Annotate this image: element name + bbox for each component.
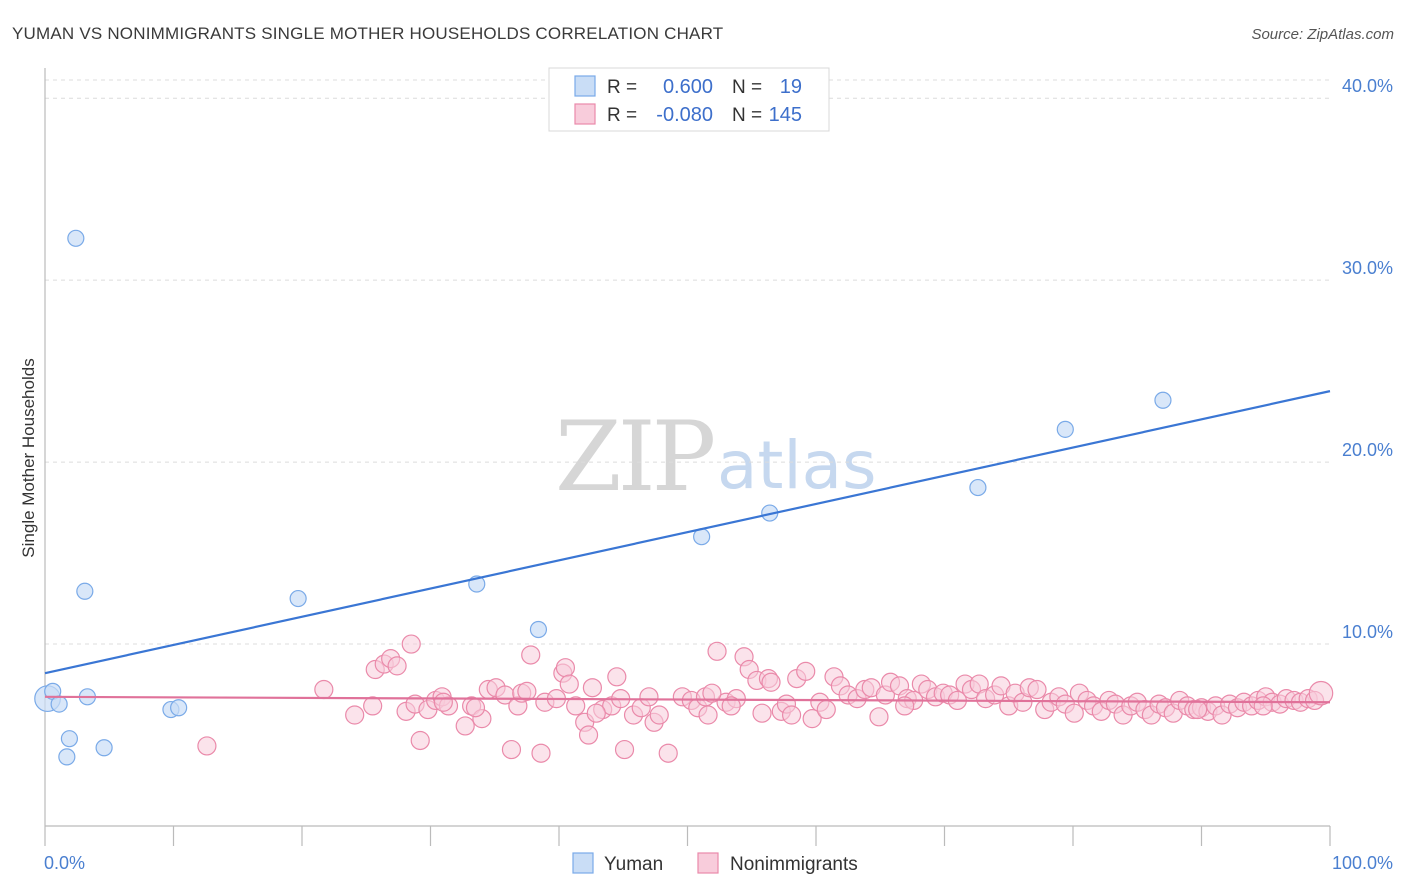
bottom-legend-label-yuman: Yuman: [604, 854, 663, 875]
bottom-legend-swatch-yuman: [572, 852, 594, 874]
nonimmigrants-point: [465, 698, 486, 718]
nonimmigrants-point: [433, 692, 453, 712]
nonimmigrants-point: [1188, 699, 1208, 720]
series-legend: Yuman Nonimmigrants: [572, 852, 858, 875]
nonimmigrants-point: [752, 703, 772, 723]
nonimmigrants-point: [531, 743, 551, 763]
nonimmigrants-point: [607, 667, 627, 687]
nonimmigrants-point: [698, 705, 718, 725]
nonimmigrants-trend-line: [44, 695, 1331, 704]
yuman-point: [969, 478, 987, 497]
yuman-trend-line: [44, 390, 1331, 675]
chart-title: YUMAN VS NONIMMIGRANTS SINGLE MOTHER HOU…: [12, 24, 723, 43]
nonimmigrants-point: [869, 707, 889, 727]
nonimmigrants-point: [501, 739, 522, 760]
nonimmigrants-point: [796, 661, 816, 681]
nonimmigrants-point: [555, 658, 576, 678]
legend-r-value-yuman: 0.600: [663, 76, 713, 98]
yuman-point: [95, 739, 113, 757]
y-tick-label: 40.0%: [1342, 76, 1393, 96]
nonimmigrants-point: [410, 730, 430, 751]
nonimmigrants-point: [517, 681, 537, 701]
nonimmigrants-point: [707, 641, 727, 661]
nonimmigrants-point: [559, 674, 579, 694]
watermark-atlas: atlas: [717, 427, 877, 504]
watermark-zip: ZIP: [555, 401, 714, 513]
yuman-point: [50, 695, 68, 713]
stats-legend: R = 0.600 N = 19 R = -0.080 N = 145: [548, 67, 830, 132]
nonimmigrants-point: [1064, 703, 1084, 723]
legend-n-label-nonimmigrants: N =: [732, 105, 762, 126]
nonimmigrants-point: [578, 725, 599, 745]
nonimmigrants-points: [197, 634, 1334, 763]
legend-swatch-yuman: [574, 75, 596, 97]
legend-n-value-yuman: 19: [780, 76, 802, 98]
legend-r-label-nonimmigrants: R =: [607, 105, 637, 126]
yuman-point: [1056, 420, 1074, 438]
nonimmigrants-point: [566, 696, 586, 716]
legend-n-label-yuman: N =: [732, 77, 762, 98]
grid-lines: [45, 79, 1330, 645]
nonimmigrants-point: [1308, 680, 1334, 706]
nonimmigrants-point: [1027, 679, 1047, 700]
y-tick-label: 10.0%: [1342, 622, 1393, 642]
stats-legend-box: [548, 67, 830, 132]
bottom-legend-label-nonimmigrants: Nonimmigrants: [730, 854, 858, 875]
source-label: Source: ZipAtlas.com: [1251, 26, 1394, 43]
nonimmigrants-point: [761, 672, 781, 692]
yuman-point: [170, 699, 188, 717]
nonimmigrants-point: [582, 678, 603, 698]
yuman-point: [76, 582, 94, 600]
y-tick-labels: 10.0% 20.0% 30.0% 40.0%: [1342, 76, 1393, 642]
nonimmigrants-point: [455, 716, 475, 736]
nonimmigrants-point: [401, 634, 421, 654]
yuman-point: [1154, 391, 1172, 409]
nonimmigrants-point: [345, 705, 365, 725]
nonimmigrants-point: [387, 656, 407, 676]
x-tick-labels: 0.0% 100.0%: [44, 853, 1393, 873]
y-tick-label: 20.0%: [1342, 440, 1393, 460]
yuman-point: [67, 229, 85, 247]
nonimmigrants-point: [649, 705, 669, 725]
nonimmigrants-point: [314, 679, 334, 700]
nonimmigrants-point: [702, 683, 722, 703]
nonimmigrants-point: [781, 705, 802, 725]
legend-r-value-nonimmigrants: -0.080: [656, 104, 713, 126]
nonimmigrants-point: [614, 739, 635, 760]
nonimmigrants-point: [363, 696, 383, 716]
x-tick-label: 100.0%: [1332, 853, 1393, 873]
x-tick-label: 0.0%: [44, 853, 85, 873]
trend-lines: [44, 390, 1331, 704]
yuman-point: [289, 589, 307, 608]
nonimmigrants-point: [586, 703, 606, 723]
yuman-point: [529, 620, 548, 639]
bottom-legend-swatch-nonimmigrants: [697, 852, 719, 874]
nonimmigrants-point: [802, 709, 822, 729]
y-tick-label: 30.0%: [1342, 258, 1393, 278]
nonimmigrants-point: [816, 699, 836, 720]
y-axis-label: Single Mother Households: [19, 358, 38, 557]
nonimmigrants-point: [721, 696, 741, 716]
nonimmigrants-point: [521, 645, 541, 665]
yuman-point: [58, 748, 76, 766]
legend-r-label-yuman: R =: [607, 77, 637, 98]
legend-n-value-nonimmigrants: 145: [769, 104, 802, 126]
nonimmigrants-point: [197, 736, 217, 756]
legend-swatch-nonimmigrants: [574, 103, 596, 125]
nonimmigrants-point: [1253, 696, 1273, 716]
watermark: ZIP atlas: [555, 401, 877, 513]
nonimmigrants-point: [639, 687, 659, 707]
nonimmigrants-point: [658, 743, 678, 763]
yuman-points: [34, 229, 1172, 766]
yuman-point: [60, 730, 79, 748]
